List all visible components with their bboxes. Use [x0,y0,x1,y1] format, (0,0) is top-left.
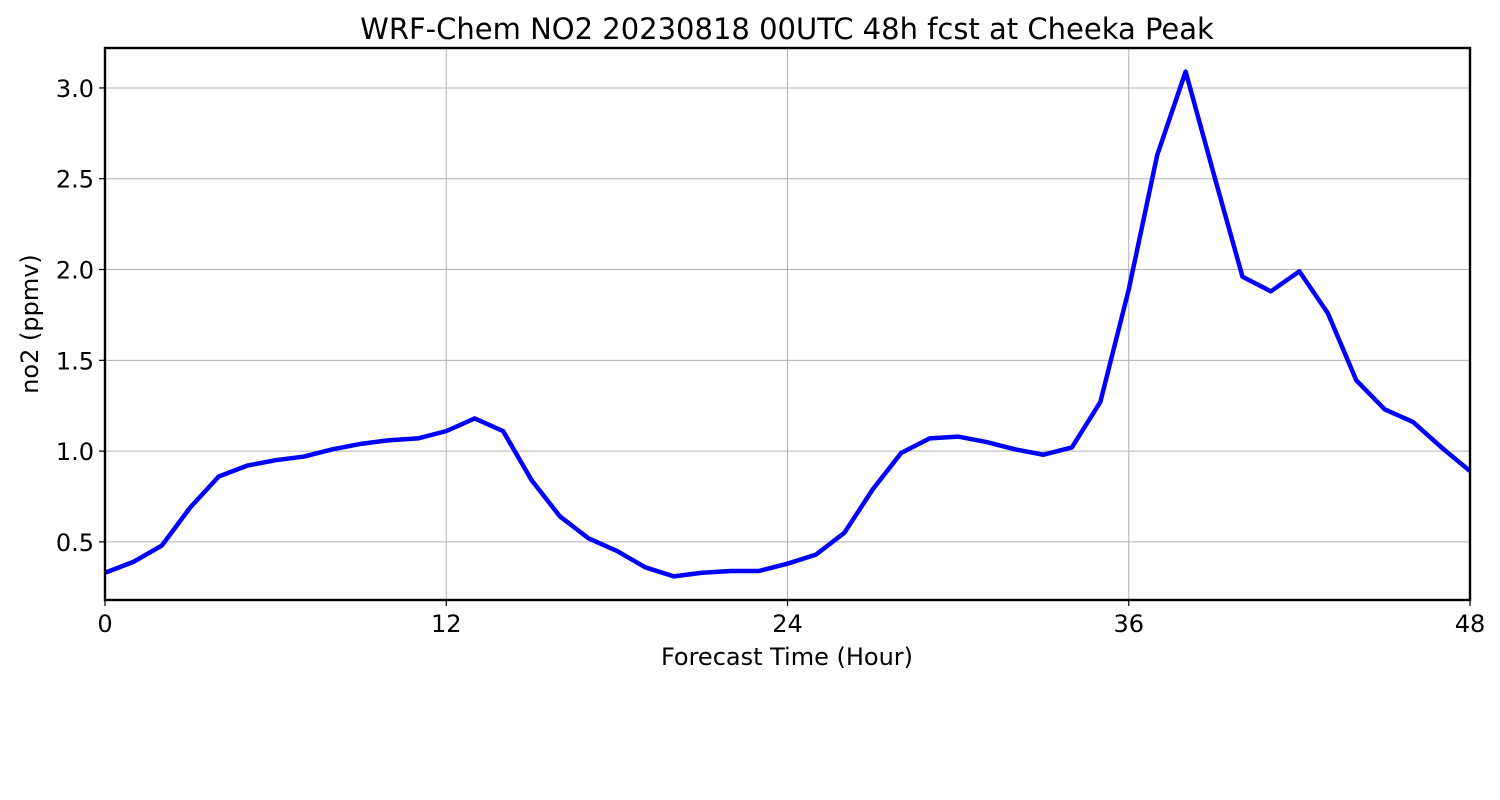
y-axis-title: no2 (ppmv) [16,254,44,394]
y-tick-label: 1.5 [56,347,94,375]
x-tick-label: 48 [1455,610,1486,638]
y-tick-label: 0.5 [56,529,94,557]
x-axis-ticks: 0 12 24 36 48 [97,600,1485,638]
y-axis-ticks: 0.5 1.0 1.5 2.0 2.5 3.0 [56,75,105,557]
chart-title: WRF-Chem NO2 20230818 00UTC 48h fcst at … [360,12,1214,46]
no2-series-line [104,69,1472,579]
y-tick-label: 2.0 [56,257,94,285]
y-tick-label: 2.5 [56,166,94,194]
x-tick-label: 24 [772,610,803,638]
series-line-group [104,69,1472,579]
x-tick-label: 12 [431,610,462,638]
y-tick-label: 3.0 [56,75,94,103]
x-tick-label: 0 [97,610,112,638]
y-tick-label: 1.0 [56,438,94,466]
x-axis-title: Forecast Time (Hour) [661,643,913,671]
x-tick-label: 36 [1113,610,1144,638]
